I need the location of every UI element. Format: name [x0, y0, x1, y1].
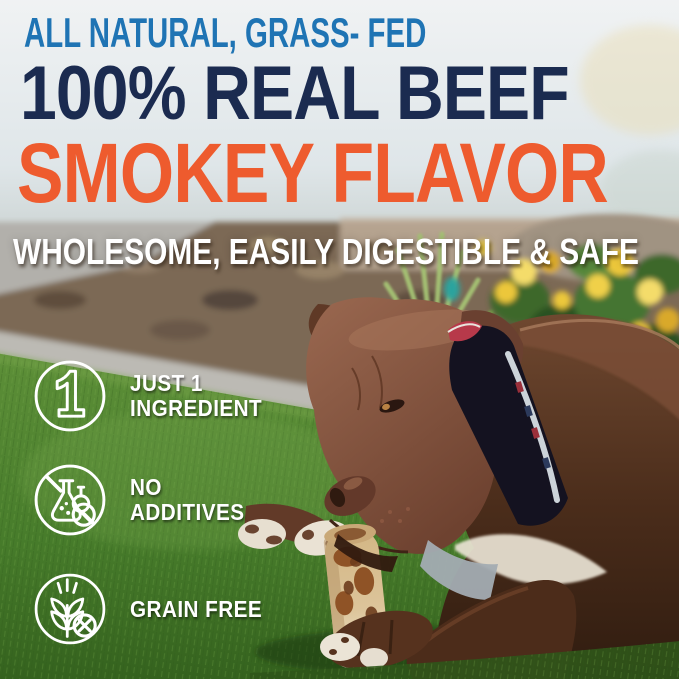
dog-front-leg — [320, 580, 577, 679]
bandana-under-jaw — [420, 540, 498, 600]
foreground-grass — [250, 641, 679, 679]
no-additives-flask-icon — [34, 464, 106, 536]
dog-eye — [379, 399, 405, 413]
dog-paw-on-bone — [320, 610, 433, 670]
feature-label-line: NO — [130, 474, 162, 500]
dog-collar-bandana — [420, 321, 568, 600]
headline-smokey-flavor: SMOKEY FLAVOR — [17, 126, 609, 220]
feature-just-1-ingredient: JUST 1 INGREDIENT — [26, 352, 277, 440]
pavement — [0, 222, 215, 294]
sky — [0, 0, 679, 240]
number-one-circle-icon — [34, 360, 106, 432]
feature-label-line: ADDITIVES — [130, 499, 245, 525]
teal-toy — [444, 277, 460, 301]
headline-wholesome-digestible-safe: WHOLESOME, EASILY DIGESTIBLE & SAFE — [13, 231, 639, 272]
dog-nose — [324, 476, 376, 516]
dog-chest-patch — [455, 534, 607, 585]
dog — [238, 297, 679, 679]
dog-mouth-on-bone — [334, 534, 398, 572]
headline-all-natural-grass-fed: ALL NATURAL, GRASS- FED — [24, 9, 427, 56]
feature-label-line: GRAIN FREE — [130, 595, 263, 622]
feature-grain-free: GRAIN FREE — [26, 565, 277, 653]
feature-no-additives: NO ADDITIVES — [26, 456, 257, 544]
headline-100-real-beef: 100% REAL BEEF — [20, 51, 570, 136]
grain-free-wheat-icon — [34, 573, 106, 645]
feature-label-line: INGREDIENT — [130, 395, 263, 421]
feature-label-line: JUST 1 — [130, 370, 203, 396]
